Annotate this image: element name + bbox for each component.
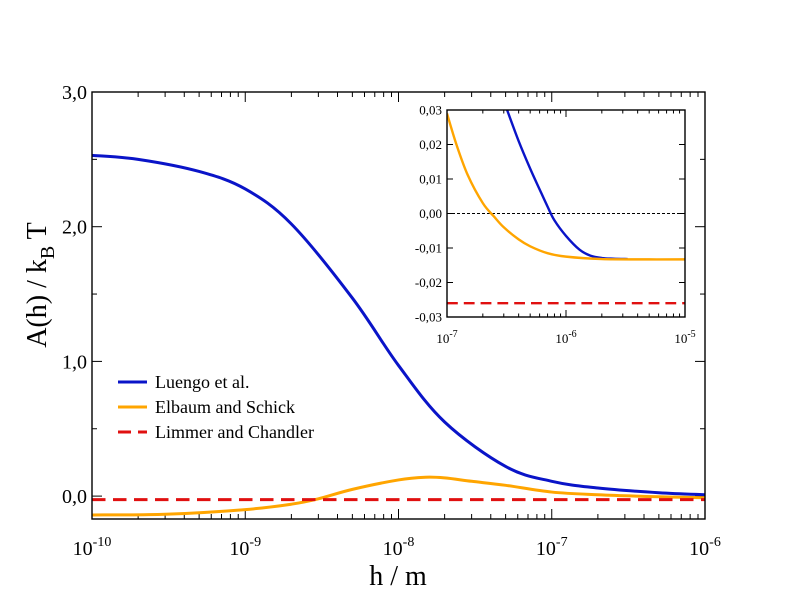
inset-plot: -0,03 -0,02 -0,01 0,00 0,01 0,02 0,03 10-7 10-6 1… xyxy=(415,103,696,347)
inset-y-tick-label: -0,01 xyxy=(415,241,442,256)
inset-y-tick-label: 0,02 xyxy=(419,137,442,152)
legend: Luengo et al. Elbaum and Schick Limmer and… xyxy=(118,372,314,442)
inset-plot-frame xyxy=(446,109,686,318)
inset-y-tick-label: 0,00 xyxy=(419,206,442,221)
legend-label-2: Limmer and Chandler xyxy=(155,422,314,442)
main-series-1-line xyxy=(92,475,705,517)
inset-y-tick-label: 0,01 xyxy=(419,172,442,187)
y-tick-label: 3,0 xyxy=(62,82,87,104)
x-tick-label: 10-9 xyxy=(229,535,261,560)
y-tick-label: 2,0 xyxy=(62,217,87,239)
y-axis-label: A(h) / kB T xyxy=(22,222,59,348)
main-plot-frame xyxy=(91,91,706,520)
x-tick-label: 10-10 xyxy=(73,535,112,560)
y-tick-label: 1,0 xyxy=(62,351,87,373)
inset-x-tick-label: 10-6 xyxy=(555,329,576,346)
x-axis-label: h / m xyxy=(369,561,427,592)
legend-label-0: Luengo et al. xyxy=(155,372,249,392)
inset-series-1-line xyxy=(447,113,685,261)
legend-label-1: Elbaum and Schick xyxy=(155,397,295,417)
inset-background xyxy=(447,110,685,317)
inset-y-tick-label: 0,03 xyxy=(419,103,442,118)
main-plot: 0,0 1,0 2,0 3,0 10-10 10-9 10-8 10-7 10-6 h / m A(… xyxy=(22,82,721,592)
y-tick-label: 0,0 xyxy=(62,486,87,508)
x-tick-label: 10-7 xyxy=(536,535,568,560)
inset-y-tick-label: -0,03 xyxy=(415,310,442,325)
x-tick-label: 10-6 xyxy=(689,535,721,560)
main-series-0-line xyxy=(92,153,705,497)
main-series-group xyxy=(92,153,705,517)
inset-x-tick-label: 10-7 xyxy=(436,329,457,346)
inset-series-group xyxy=(447,110,685,305)
inset-y-tick-label: -0,02 xyxy=(415,275,442,290)
x-tick-label: 10-8 xyxy=(383,535,415,560)
inset-x-tick-label: 10-5 xyxy=(674,329,695,346)
